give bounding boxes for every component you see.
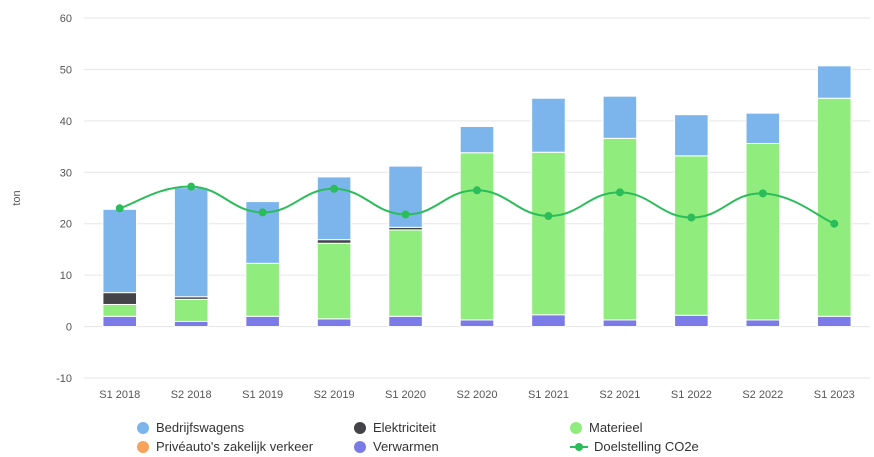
bar-verwarmen-0 <box>102 315 138 328</box>
x-tick-label: S1 2018 <box>99 389 140 401</box>
bar-verwarmen-3 <box>316 318 352 328</box>
y-tick-label: 10 <box>60 270 72 282</box>
target-point-5 <box>473 186 481 195</box>
bar-materieel-1 <box>173 298 209 322</box>
bar-series <box>102 65 852 328</box>
y-axis-title: ton <box>11 190 23 205</box>
bar-materieel-3 <box>316 242 352 320</box>
bar-verwarmen-1 <box>173 320 209 328</box>
bar-materieel-2 <box>245 262 280 317</box>
bar-bedrijfswagens-10 <box>816 65 852 99</box>
x-tick-label: S2 2022 <box>742 389 783 401</box>
bar-verwarmen-7 <box>602 319 638 328</box>
bar-bedrijfswagens-6 <box>531 97 566 153</box>
x-tick-label: S1 2019 <box>242 389 283 401</box>
bar-bedrijfswagens-7 <box>602 95 638 139</box>
target-point-9 <box>758 189 767 198</box>
bar-elektriciteit-3 <box>316 239 352 244</box>
bar-bedrijfswagens-5 <box>459 126 495 154</box>
bar-materieel-7 <box>602 137 638 321</box>
x-tick-label: S1 2023 <box>814 389 855 401</box>
bar-verwarmen-4 <box>388 315 423 328</box>
y-tick-label: 20 <box>60 219 72 231</box>
x-tick-label: S2 2018 <box>171 389 212 401</box>
target-point-1 <box>187 182 196 191</box>
target-point-6 <box>544 212 553 220</box>
target-point-8 <box>687 213 696 222</box>
x-tick-label: S1 2020 <box>385 389 426 401</box>
x-axis-ticks: S1 2018 S2 2018 S1 2019 S2 2019 S1 2020 S2 20… <box>99 389 855 401</box>
bar-materieel-10 <box>816 97 852 317</box>
y-tick-label: 50 <box>60 64 72 76</box>
x-tick-label: S2 2020 <box>457 389 498 401</box>
x-tick-label: S2 2019 <box>314 389 355 401</box>
bar-verwarmen-10 <box>816 315 852 328</box>
y-tick-label: -10 <box>56 373 72 385</box>
bar-materieel-0 <box>102 303 138 317</box>
bar-bedrijfswagens-0 <box>102 208 138 294</box>
bar-bedrijfswagens-3 <box>316 176 352 241</box>
x-tick-label: S1 2022 <box>671 389 712 401</box>
target-point-10 <box>830 219 839 228</box>
bar-bedrijfswagens-1 <box>173 187 209 298</box>
bar-materieel-9 <box>745 142 781 321</box>
y-tick-label: 30 <box>60 167 72 179</box>
target-point-7 <box>615 188 624 197</box>
target-point-3 <box>330 184 339 193</box>
bar-bedrijfswagens-9 <box>745 112 781 144</box>
bar-materieel-4 <box>388 229 423 317</box>
y-tick-label: 60 <box>60 13 72 25</box>
bar-materieel-8 <box>674 155 709 316</box>
bar-verwarmen-6 <box>531 314 566 328</box>
x-tick-label: S1 2021 <box>528 389 569 401</box>
y-tick-label: 40 <box>60 116 72 128</box>
bar-materieel-5 <box>459 152 495 321</box>
x-tick-label: S2 2021 <box>599 389 640 401</box>
bar-materieel-6 <box>531 151 566 316</box>
target-point-4 <box>401 210 410 219</box>
target-point-2 <box>258 208 267 217</box>
bar-verwarmen-9 <box>745 319 781 328</box>
bar-verwarmen-5 <box>459 319 495 328</box>
bar-verwarmen-8 <box>674 314 709 328</box>
target-point-0 <box>115 204 124 213</box>
bar-bedrijfswagens-8 <box>674 114 709 157</box>
bar-verwarmen-2 <box>245 315 280 328</box>
target-line-series <box>115 182 839 228</box>
y-axis-ticks: -10 0 10 20 30 40 50 60 <box>56 13 72 385</box>
bar-elektriciteit-0 <box>102 292 138 305</box>
y-tick-label: 0 <box>66 322 72 334</box>
